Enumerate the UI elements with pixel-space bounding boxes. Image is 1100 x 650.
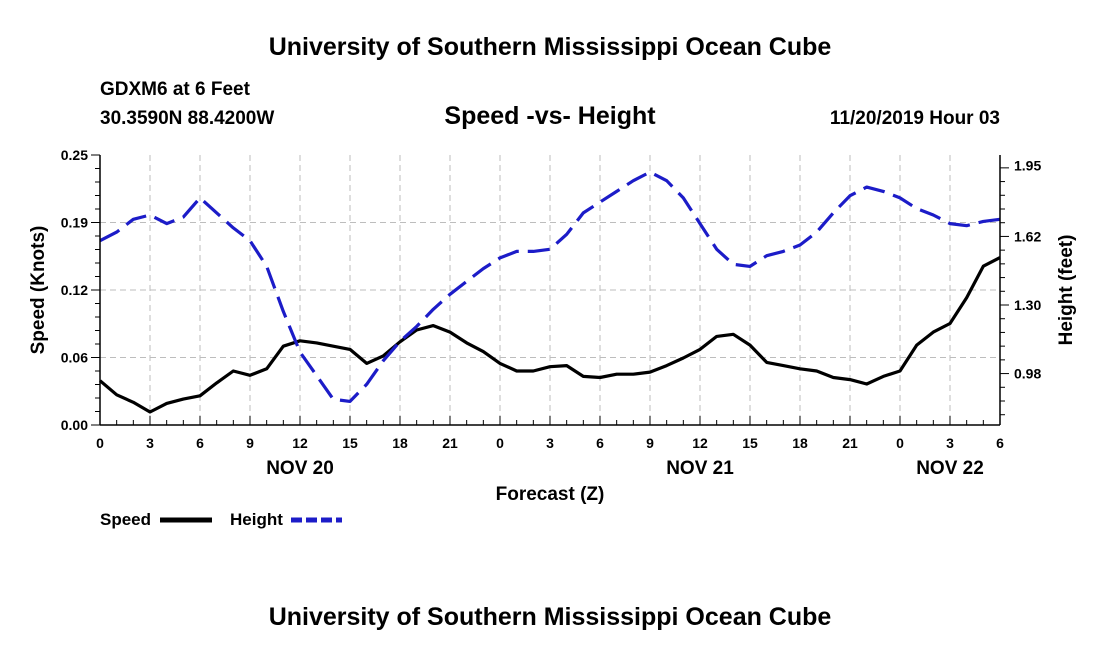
y2-tick-label: 0.98 <box>1014 366 1041 382</box>
legend-label-speed: Speed <box>100 510 151 529</box>
y-tick-label: 0.25 <box>61 147 88 163</box>
x-tick-label: 3 <box>146 435 154 451</box>
x-tick-label: 12 <box>692 435 708 451</box>
x-tick-label: 21 <box>842 435 858 451</box>
date-hour-label: 11/20/2019 Hour 03 <box>830 108 1000 129</box>
footer-title: University of Southern Mississippi Ocean… <box>269 603 832 631</box>
x-tick-label: 21 <box>442 435 458 451</box>
y2-tick-label: 1.30 <box>1014 297 1041 313</box>
coordinates-label: 30.3590N 88.4200W <box>100 108 274 129</box>
x-tick-label: 12 <box>292 435 308 451</box>
x-tick-label: 6 <box>196 435 204 451</box>
x-tick-label: 3 <box>546 435 554 451</box>
header-title: University of Southern Mississippi Ocean… <box>269 33 832 61</box>
y2-tick-label: 1.95 <box>1014 158 1041 174</box>
axes: 0 3 6 9 12 15 18 21 0 3 6 9 12 15 18 21 0 3 6 NOV 20 NOV 21 N… <box>61 147 1042 479</box>
legend-label-height: Height <box>230 510 283 529</box>
y-tick-label: 0.06 <box>61 350 88 366</box>
x-tick-label: 15 <box>342 435 358 451</box>
chart-title: Speed -vs- Height <box>444 102 656 130</box>
date-label: NOV 22 <box>916 458 984 479</box>
x-tick-label: 6 <box>596 435 604 451</box>
legend: Speed Height <box>100 510 342 529</box>
series-line-speed <box>98 256 1001 414</box>
x-tick-label: 15 <box>742 435 758 451</box>
x-axis-label: Forecast (Z) <box>496 484 605 505</box>
y-axis-label: Speed (Knots) <box>28 226 49 355</box>
y-tick-label: 0.00 <box>61 417 88 433</box>
date-label: NOV 20 <box>266 458 334 479</box>
x-tick-label: 0 <box>96 435 104 451</box>
y2-axis-label: Height (feet) <box>1056 235 1077 346</box>
y-tick-label: 0.12 <box>61 282 88 298</box>
x-tick-label: 3 <box>946 435 954 451</box>
x-tick-label: 0 <box>496 435 504 451</box>
y2-tick-label: 1.62 <box>1014 228 1041 244</box>
series-line-height <box>99 170 1001 403</box>
data-series <box>98 170 1001 414</box>
x-tick-label: 0 <box>896 435 904 451</box>
x-tick-label: 9 <box>246 435 254 451</box>
grid-lines <box>100 155 1000 425</box>
date-label: NOV 21 <box>666 458 734 479</box>
x-tick-label: 6 <box>996 435 1004 451</box>
station-label: GDXM6 at 6 Feet <box>100 79 251 100</box>
x-tick-label: 9 <box>646 435 654 451</box>
x-tick-label: 18 <box>392 435 408 451</box>
y-tick-label: 0.19 <box>61 215 88 231</box>
x-tick-label: 18 <box>792 435 808 451</box>
